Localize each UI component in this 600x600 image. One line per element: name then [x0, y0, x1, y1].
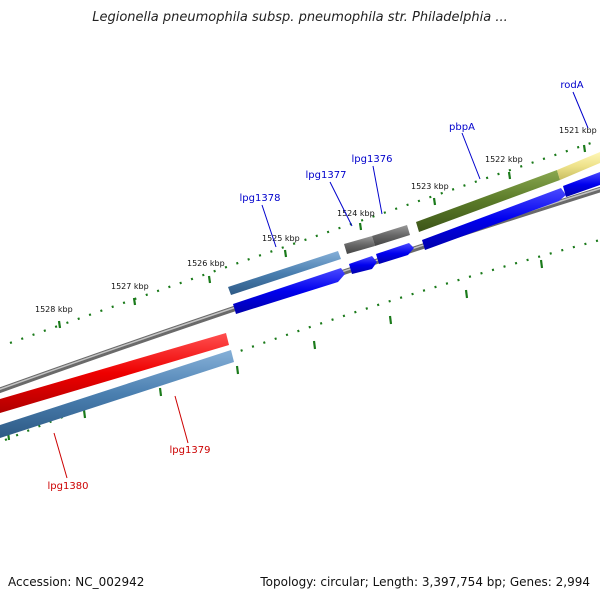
gene-bar-pbpA[interactable] — [416, 170, 560, 232]
gene-bar-lpg1380[interactable] — [0, 333, 229, 413]
reverse-strand-track — [0, 333, 234, 438]
tick-label: 1526 kbp — [187, 259, 225, 268]
tick-label: 1523 kbp — [411, 182, 449, 191]
tick-label: 1521 kbp — [559, 126, 597, 135]
label-leaders — [53, 91, 589, 479]
tick-label: 1524 kbp — [337, 209, 375, 218]
gene-label-rodA[interactable]: rodA — [560, 80, 583, 91]
gene-bar-rodA[interactable] — [557, 152, 600, 180]
forward-cds-track — [233, 172, 600, 314]
major-ticks-inner — [6, 259, 544, 441]
gene-label-lpg1380[interactable]: lpg1380 — [48, 481, 89, 492]
gene-label-lpg1377[interactable]: lpg1377 — [306, 170, 347, 181]
tick-label: 1527 kbp — [111, 282, 149, 291]
page-title: Legionella pneumophila subsp. pneumophil… — [92, 10, 508, 25]
accession-text: Accession: NC_002942 — [8, 575, 145, 589]
gene-bar-lpg1376[interactable] — [372, 225, 410, 246]
cds-arrow-lpg1377[interactable] — [349, 256, 377, 274]
gene-bar-lpg1377[interactable] — [344, 236, 375, 254]
cds-arrow-rodA[interactable] — [563, 172, 600, 197]
gene-label-lpg1379[interactable]: lpg1379 — [170, 445, 211, 456]
gene-label-lpg1378[interactable]: lpg1378 — [240, 193, 281, 204]
gene-labels: rodA pbpA lpg1376 lpg1377 lpg1378 lpg137… — [48, 80, 584, 492]
cds-arrow-lpg1378[interactable] — [233, 268, 345, 314]
gene-bar-lpg1378[interactable] — [228, 251, 341, 295]
tick-label: 1525 kbp — [262, 234, 300, 243]
topology-text: Topology: circular; Length: 3,397,754 bp… — [260, 575, 590, 589]
gene-label-lpg1376[interactable]: lpg1376 — [352, 154, 393, 165]
gene-bar-lpg1379[interactable] — [0, 350, 234, 438]
major-ticks-outer — [57, 144, 587, 329]
cds-arrow-lpg1376[interactable] — [376, 243, 414, 264]
feature-band-outer — [228, 152, 600, 295]
cds-arrow-pbpA[interactable] — [422, 188, 566, 250]
tick-label: 1522 kbp — [485, 155, 523, 164]
tick-label: 1528 kbp — [35, 305, 73, 314]
gene-label-pbpA[interactable]: pbpA — [449, 122, 475, 133]
tick-labels: 1528 kbp 1527 kbp 1526 kbp 1525 kbp 1524… — [35, 126, 597, 314]
tick-ring-inner — [4, 238, 600, 442]
